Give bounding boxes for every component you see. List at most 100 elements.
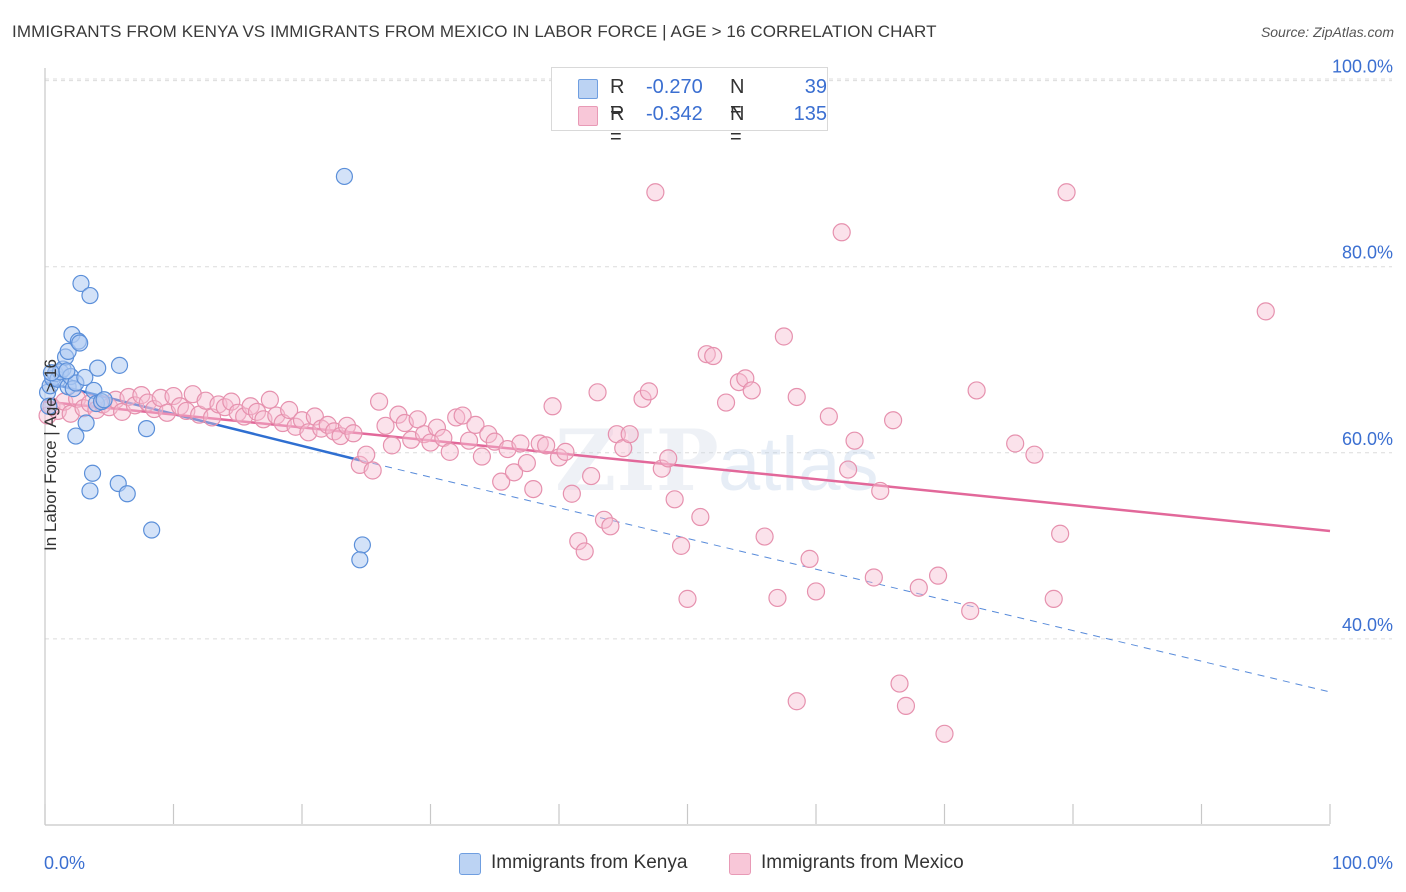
legend-r-label: R =: [610, 76, 625, 121]
point-mexico: [370, 392, 389, 411]
point-mexico: [530, 434, 549, 453]
point-mexico: [466, 415, 485, 434]
legend-swatch-mexico: [578, 106, 598, 126]
point-mexico: [222, 392, 241, 411]
point-mexico: [537, 436, 556, 455]
point-kenya: [351, 551, 369, 569]
point-mexico: [755, 527, 774, 546]
point-mexico: [819, 407, 838, 426]
point-mexico: [864, 568, 883, 587]
y-tick-label: 60.0%: [1342, 429, 1393, 449]
chart-title: IMMIGRANTS FROM KENYA VS IMMIGRANTS FROM…: [12, 22, 937, 41]
point-mexico: [678, 589, 697, 608]
legend-n-label: N =: [730, 76, 745, 121]
point-mexico: [504, 463, 524, 482]
legend-n-value-kenya: 39: [804, 76, 827, 98]
point-kenya: [77, 414, 95, 432]
point-mexico: [961, 601, 980, 621]
point-mexico: [883, 411, 903, 430]
point-mexico: [562, 484, 581, 503]
point-mexico: [620, 425, 639, 444]
point-mexico: [427, 418, 447, 437]
point-kenya: [353, 536, 371, 554]
point-mexico: [132, 386, 151, 405]
point-mexico: [845, 431, 864, 450]
point-mexico: [318, 415, 337, 434]
point-mexico: [652, 459, 671, 478]
point-mexico: [569, 532, 588, 551]
point-mexico: [440, 442, 459, 461]
points-mexico: [38, 183, 1275, 743]
point-mexico: [337, 416, 357, 435]
point-mexico: [556, 442, 575, 461]
point-mexico: [1057, 183, 1076, 202]
point-mexico: [691, 507, 710, 527]
bottom-legend-label-mexico: Immigrants from Mexico: [761, 852, 964, 873]
watermark-atlas: atlas: [718, 422, 879, 507]
point-kenya: [143, 521, 161, 539]
point-kenya: [40, 397, 58, 415]
point-mexico: [280, 400, 299, 420]
bottom-legend-swatch-kenya: [459, 853, 481, 875]
point-kenya: [81, 286, 99, 305]
point-mexico: [787, 387, 806, 407]
point-mexico: [479, 425, 498, 444]
point-mexico: [896, 696, 916, 715]
trend-line-kenya-extension: [359, 459, 1331, 693]
point-mexico: [665, 490, 684, 509]
point-mexico: [582, 466, 601, 486]
point-mexico: [871, 481, 890, 501]
legend-n-value-mexico: 135: [793, 103, 827, 125]
bottom-legend-label-kenya: Immigrants from Kenya: [491, 852, 688, 873]
y-tick-label: 80.0%: [1342, 243, 1393, 263]
point-mexico: [453, 406, 472, 425]
point-kenya: [72, 274, 90, 293]
point-mexico: [472, 447, 491, 466]
point-mexico: [787, 692, 806, 711]
point-mexico: [742, 381, 761, 400]
point-mexico: [447, 408, 466, 427]
point-mexico: [890, 674, 909, 693]
point-mexico: [588, 383, 607, 402]
x-tick-label-min: 0.0%: [44, 853, 85, 873]
point-kenya: [67, 427, 85, 445]
point-kenya: [110, 356, 129, 374]
point-mexico: [517, 453, 536, 473]
point-mexico: [909, 578, 928, 597]
point-mexico: [247, 402, 267, 421]
point-mexico: [543, 397, 562, 416]
point-mexico: [376, 416, 395, 435]
point-mexico: [164, 386, 183, 406]
legend-n-label: N =: [730, 103, 745, 148]
point-mexico: [575, 542, 594, 561]
point-mexico: [967, 381, 986, 400]
legend-r-value-mexico: -0.342: [646, 103, 703, 125]
point-mexico: [633, 389, 652, 408]
axes: [44, 68, 1331, 826]
point-mexico: [492, 472, 511, 491]
point-mexico: [806, 582, 826, 601]
point-kenya: [59, 342, 77, 360]
point-mexico: [935, 724, 954, 743]
x-tick-label-max: 100.0%: [1332, 853, 1393, 873]
point-mexico: [382, 436, 402, 455]
legend-r-label: R =: [610, 103, 625, 148]
watermark: ZIP atlas: [555, 411, 879, 510]
point-mexico: [594, 510, 614, 529]
trend-line-mexico: [44, 400, 1331, 533]
point-mexico: [459, 431, 479, 450]
point-mexico: [1006, 434, 1025, 453]
point-mexico: [716, 393, 736, 412]
point-kenya: [58, 362, 76, 380]
point-mexico: [697, 345, 716, 364]
point-kenya: [118, 485, 136, 503]
point-kenya: [335, 167, 354, 186]
point-mexico: [511, 434, 530, 453]
point-mexico: [704, 346, 723, 366]
point-mexico: [1025, 445, 1044, 464]
point-mexico: [344, 424, 363, 443]
point-mexico: [363, 461, 382, 480]
point-kenya: [76, 368, 94, 387]
point-mexico: [839, 460, 858, 479]
point-mexico: [774, 327, 793, 346]
